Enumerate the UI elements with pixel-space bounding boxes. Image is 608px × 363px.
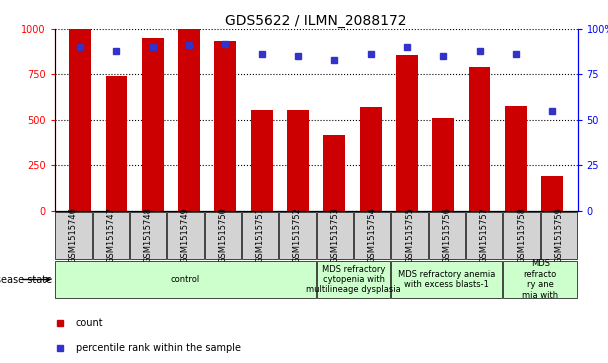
- Bar: [360, 107, 382, 211]
- Bar: [392, 261, 502, 298]
- Bar: [250, 110, 272, 211]
- Text: GSM1515753: GSM1515753: [330, 207, 339, 263]
- Bar: [279, 212, 316, 258]
- Bar: [317, 261, 390, 298]
- Text: GSM1515747: GSM1515747: [106, 207, 116, 263]
- Bar: [541, 176, 563, 211]
- Bar: [130, 212, 166, 258]
- Text: count: count: [75, 318, 103, 328]
- Bar: [392, 212, 427, 258]
- Bar: [505, 106, 527, 211]
- Text: disease state: disease state: [0, 274, 52, 285]
- Bar: [466, 212, 502, 258]
- Bar: [354, 212, 390, 258]
- Text: GSM1515754: GSM1515754: [368, 207, 377, 263]
- Bar: [469, 67, 491, 211]
- Bar: [503, 212, 540, 258]
- Text: GSM1515758: GSM1515758: [517, 207, 526, 263]
- Bar: [242, 212, 278, 258]
- Text: MDS refractory
cytopenia with
multilineage dysplasia: MDS refractory cytopenia with multilinea…: [306, 265, 401, 294]
- Text: MDS refractory anemia
with excess blasts-1: MDS refractory anemia with excess blasts…: [398, 270, 496, 289]
- Bar: [323, 135, 345, 211]
- Bar: [106, 76, 127, 211]
- Title: GDS5622 / ILMN_2088172: GDS5622 / ILMN_2088172: [226, 14, 407, 28]
- Bar: [205, 212, 241, 258]
- Bar: [167, 212, 204, 258]
- Text: MDS
refracto
ry ane
mia with: MDS refracto ry ane mia with: [522, 260, 558, 299]
- Bar: [317, 212, 353, 258]
- Text: GSM1515755: GSM1515755: [405, 207, 414, 263]
- Bar: [432, 118, 454, 211]
- Bar: [69, 29, 91, 211]
- Bar: [178, 29, 200, 211]
- Bar: [215, 41, 237, 211]
- Bar: [541, 212, 577, 258]
- Text: GSM1515756: GSM1515756: [443, 207, 451, 263]
- Bar: [503, 261, 577, 298]
- Text: GSM1515748: GSM1515748: [143, 207, 153, 263]
- Text: GSM1515752: GSM1515752: [293, 207, 302, 263]
- Bar: [396, 55, 418, 211]
- Text: GSM1515750: GSM1515750: [218, 207, 227, 263]
- Bar: [287, 110, 309, 211]
- Text: GSM1515749: GSM1515749: [181, 207, 190, 263]
- Bar: [55, 212, 92, 258]
- Text: GSM1515751: GSM1515751: [255, 207, 264, 263]
- Text: control: control: [171, 275, 200, 284]
- Text: GSM1515757: GSM1515757: [480, 207, 489, 263]
- Bar: [429, 212, 465, 258]
- Bar: [92, 212, 129, 258]
- Bar: [142, 38, 164, 211]
- Text: percentile rank within the sample: percentile rank within the sample: [75, 343, 241, 352]
- Bar: [55, 261, 316, 298]
- Text: GSM1515759: GSM1515759: [554, 207, 564, 263]
- Text: GSM1515746: GSM1515746: [69, 207, 78, 263]
